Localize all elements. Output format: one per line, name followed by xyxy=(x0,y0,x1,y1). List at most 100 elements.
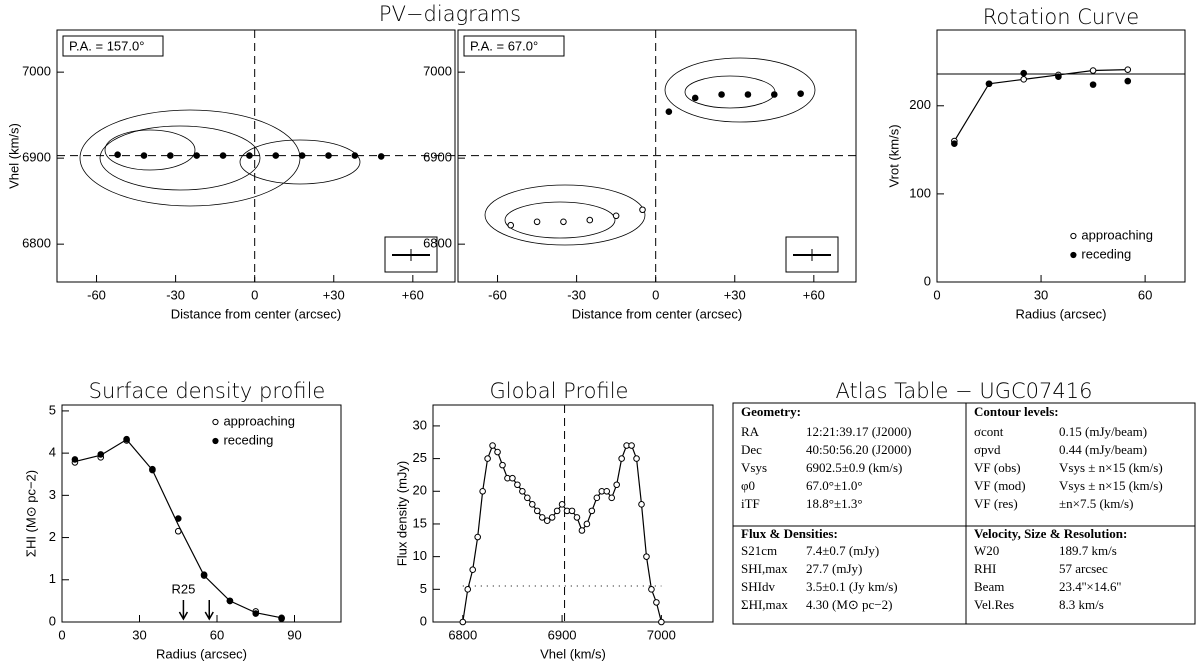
y-tick-label: 1 xyxy=(49,571,56,586)
data-point xyxy=(608,494,616,502)
legend-label: receding xyxy=(223,432,273,447)
x-tick-label: 60 xyxy=(1138,287,1152,302)
data-point xyxy=(1089,81,1097,88)
row-value: 7.4±0.7 (mJy) xyxy=(806,543,879,558)
data-point xyxy=(528,501,536,508)
annotation-box xyxy=(463,35,565,57)
data-point xyxy=(464,586,472,593)
x-tick-label: -60 xyxy=(488,287,507,302)
x-axis-label: Distance from center (arcsec) xyxy=(171,306,342,321)
x-tick-label: +30 xyxy=(724,287,746,302)
contour xyxy=(99,125,261,191)
x-tick-label: 60 xyxy=(210,627,224,642)
data-point xyxy=(474,533,481,541)
table-frame xyxy=(732,402,1196,625)
row-value: 0.15 (mJy/beam) xyxy=(1059,424,1147,439)
row-value: 189.7 km/s xyxy=(1059,543,1117,558)
data-point xyxy=(653,599,660,606)
section-heading: Geometry: xyxy=(741,404,801,419)
data-point xyxy=(985,80,993,88)
row-label: φ0 xyxy=(741,478,755,493)
data-point xyxy=(1124,77,1132,85)
legend-marker xyxy=(212,437,219,445)
legend-marker xyxy=(1070,251,1077,259)
data-point xyxy=(507,221,515,229)
data-point xyxy=(1124,66,1132,73)
legend-marker xyxy=(212,418,219,426)
data-point xyxy=(658,618,665,626)
row-value: 27.7 (mJy) xyxy=(806,561,862,576)
data-point xyxy=(560,218,567,226)
data-point xyxy=(951,140,958,147)
y-tick-label: 5 xyxy=(420,581,427,596)
y-axis-label: Vrot (km/s) xyxy=(886,124,901,187)
data-point xyxy=(543,517,551,524)
row-label: Vel.Res xyxy=(974,597,1014,612)
data-point xyxy=(718,91,725,98)
contour xyxy=(504,201,616,239)
data-point xyxy=(114,151,121,159)
legend-label: receding xyxy=(1081,246,1131,261)
contour xyxy=(104,129,196,171)
data-point xyxy=(603,487,611,495)
row-label: VF (mod) xyxy=(974,478,1026,493)
data-point xyxy=(499,461,506,469)
x-tick-label: 0 xyxy=(933,287,940,302)
data-point xyxy=(638,501,645,508)
data-point xyxy=(325,152,332,159)
x-tick-label: -30 xyxy=(166,287,185,302)
row-label: SHIdv xyxy=(741,579,775,594)
data-point xyxy=(1020,76,1028,83)
data-point xyxy=(140,152,148,159)
plot-frame xyxy=(61,404,342,623)
data-point xyxy=(548,514,556,521)
plot-frame xyxy=(432,404,714,623)
x-tick-label: +60 xyxy=(803,287,825,302)
annotation-box xyxy=(62,35,164,57)
data-point xyxy=(691,94,699,102)
data-point xyxy=(744,91,752,98)
x-tick-label: 6800 xyxy=(448,627,477,642)
arrow-head xyxy=(178,611,189,621)
x-tick-label: 7000 xyxy=(647,627,676,642)
beam-box xyxy=(785,236,839,273)
y-axis-label: Vhel (km/s) xyxy=(6,123,21,189)
row-value: ±n×7.5 (km/s) xyxy=(1059,496,1133,511)
data-point xyxy=(533,507,541,515)
y-tick-label: 0 xyxy=(420,613,427,628)
data-point xyxy=(553,507,561,515)
x-tick-label: 90 xyxy=(287,627,301,642)
data-point xyxy=(618,455,625,462)
contour xyxy=(684,75,776,109)
row-value: 23.4''×14.6'' xyxy=(1059,579,1121,594)
data-point xyxy=(219,152,227,159)
x-tick-label: -30 xyxy=(567,287,586,302)
y-tick-label: 3 xyxy=(49,487,56,502)
annotation: P.A. = 67.0° xyxy=(470,38,538,53)
data-point xyxy=(578,527,586,534)
x-tick-label: 6900 xyxy=(548,627,577,642)
data-point xyxy=(377,153,385,160)
contour xyxy=(239,139,361,185)
y-tick-label: 10 xyxy=(413,548,427,563)
y-tick-label: 5 xyxy=(49,402,56,417)
row-label: SHI,max xyxy=(741,561,788,576)
row-label: iTF xyxy=(741,496,760,511)
row-label: VF (obs) xyxy=(974,460,1021,475)
y-tick-label: 6800 xyxy=(423,236,452,251)
data-point xyxy=(612,212,620,220)
y-tick-label: 6900 xyxy=(423,150,452,165)
contour xyxy=(664,57,816,123)
row-label: Beam xyxy=(974,579,1004,594)
section-heading: Flux & Densities: xyxy=(741,526,838,541)
section-heading: Velocity, Size & Resolution: xyxy=(974,526,1127,541)
data-point xyxy=(586,216,594,224)
row-value: Vsys ± n×15 (km/s) xyxy=(1059,460,1163,475)
row-label: RA xyxy=(741,424,760,439)
data-point xyxy=(524,494,531,502)
data-point xyxy=(533,218,541,226)
data-point xyxy=(568,507,576,515)
row-value: 40:50:56.20 (J2000) xyxy=(806,442,911,457)
data-point xyxy=(1055,73,1062,80)
legend-marker xyxy=(1070,232,1077,240)
